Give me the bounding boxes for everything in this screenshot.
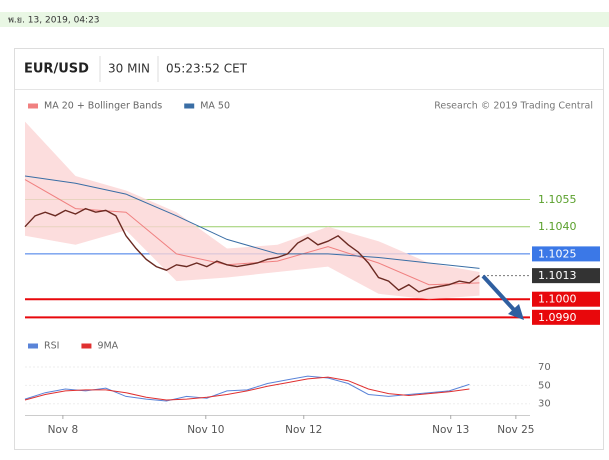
symbol: EUR/USD (24, 62, 89, 77)
legend-swatch (28, 103, 38, 109)
series-line (24, 376, 470, 401)
legend-swatch (81, 343, 92, 349)
level-label: 1.1040 (538, 220, 577, 233)
level-label: 1.1000 (538, 293, 577, 306)
bollinger-band (25, 121, 480, 300)
level-label: 1.1013 (538, 269, 577, 282)
series-line (24, 175, 480, 269)
level-label: 1.1055 (538, 193, 577, 206)
x-tick-label: Nov 12 (285, 424, 322, 436)
legend-label: RSI (44, 341, 59, 352)
y-tick-label: 30 (538, 399, 551, 410)
legend-label: MA 50 (200, 101, 230, 112)
x-tick-label: Nov 25 (497, 424, 534, 436)
series-line (24, 179, 480, 286)
interval: 30 MIN (108, 62, 150, 76)
clock: 05:23:52 CET (166, 62, 248, 76)
x-tick-label: Nov 13 (432, 424, 469, 436)
level-tag (532, 246, 600, 262)
forecast-arrow (481, 274, 524, 320)
y-tick-label: 50 (538, 380, 551, 391)
x-tick-label: Nov 10 (187, 424, 224, 436)
price-line (24, 207, 480, 293)
level-label: 1.1025 (538, 247, 577, 260)
date-bar (0, 12, 609, 27)
level-tag (532, 268, 600, 284)
y-tick-label: 70 (538, 362, 551, 373)
x-tick-label: Nov 8 (48, 424, 79, 436)
timestamp: พ.ย. 13, 2019, 04:23 (8, 16, 100, 26)
credit: Research © 2019 Trading Central (434, 101, 593, 112)
level-tag (532, 309, 600, 325)
legend-swatch (28, 343, 38, 349)
series-line (24, 375, 470, 402)
legend-swatch (184, 103, 195, 109)
plot: Nov 8 Nov 10 Nov 12 Nov 13 Nov 25 1.1055 1.104… (24, 101, 600, 436)
level-tag (532, 291, 600, 307)
legend-label: 9MA (97, 341, 118, 352)
legend-label: MA 20 + Bollinger Bands (44, 101, 162, 112)
level-label: 1.0990 (538, 311, 577, 324)
